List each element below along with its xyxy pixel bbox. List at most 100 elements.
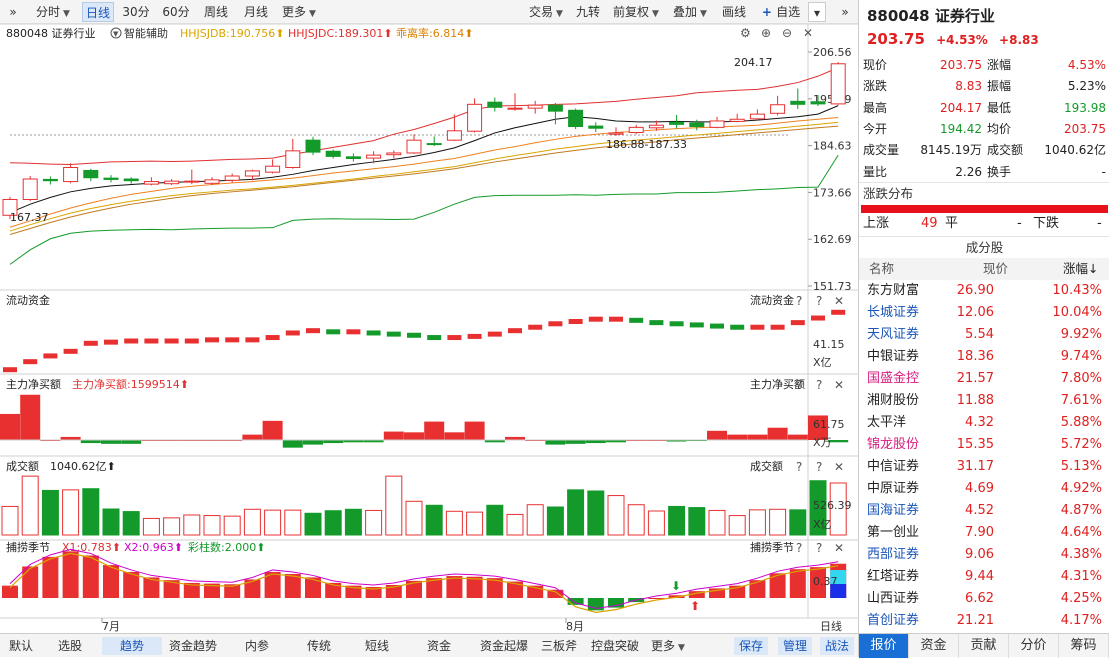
volume-bar: [466, 511, 484, 536]
flow-bar: [528, 324, 543, 330]
candle: [63, 166, 79, 183]
help-icon: ?: [816, 294, 822, 308]
period-tab-4[interactable]: 周线: [198, 2, 234, 22]
component-row[interactable]: 锦龙股份 15.35 5.72%: [859, 434, 1109, 456]
season-x2: X2:0.963⬆: [124, 541, 183, 554]
quote-row: 成交量 8145.19万 成交额 1040.62亿: [859, 140, 1109, 161]
indicator-tab-11[interactable]: 更多 ▼: [651, 639, 685, 653]
flow-bar: [184, 338, 199, 344]
component-row[interactable]: 首创证券 21.21 4.17%: [859, 610, 1109, 632]
stock-price: 26.90: [956, 283, 994, 298]
period-tab-0[interactable]: 分时 ▼: [28, 2, 78, 22]
component-row[interactable]: 红塔证券 9.44 4.31%: [859, 566, 1109, 588]
close-icon: ✕: [834, 378, 844, 392]
indicator-tab-9[interactable]: 三板斧: [540, 639, 577, 653]
toolbar-btn-4[interactable]: 画线: [716, 2, 752, 22]
stock-name: 中信证券: [867, 459, 920, 474]
stock-pct: 4.92%: [1060, 481, 1102, 496]
component-row[interactable]: 国海证券 4.52 4.87%: [859, 500, 1109, 522]
indicator-tab-7[interactable]: 资金: [426, 639, 451, 653]
season-bar: [183, 582, 200, 598]
mainflow-bar: [464, 421, 485, 440]
component-row[interactable]: 湘财股份 11.88 7.61%: [859, 390, 1109, 412]
expand-icon[interactable]: »: [9, 5, 17, 19]
right-tab-0[interactable]: 报价: [859, 634, 909, 658]
col-price[interactable]: 现价: [983, 261, 1009, 276]
flow-bar: [629, 317, 644, 323]
indicator-tab-10[interactable]: 控盘突破: [590, 639, 639, 653]
collapse-icon[interactable]: »: [841, 5, 849, 19]
legend-name: 880048 证券行业: [6, 26, 96, 40]
flow-bar: [467, 333, 482, 339]
stock-pct: 5.13%: [1060, 459, 1102, 474]
mainflow-bar: [606, 440, 626, 443]
candle: [628, 126, 644, 133]
mainflow-bar: [0, 413, 20, 440]
component-row[interactable]: 长城证券 12.06 10.04%: [859, 302, 1109, 324]
period-tab-5[interactable]: 月线: [238, 2, 274, 22]
component-row[interactable]: 天风证券 5.54 9.92%: [859, 324, 1109, 346]
toolbar-btn-5[interactable]: + 自选: [756, 2, 806, 22]
stock-pct: 4.64%: [1060, 525, 1102, 540]
flow-val: 41.15: [813, 338, 845, 351]
indicator-tab-2[interactable]: 趋势: [102, 637, 162, 655]
component-row[interactable]: 西部证券 9.06 4.38%: [859, 544, 1109, 566]
mainflow-bar: [707, 430, 727, 440]
legend-ma3: 乖离率:6.814⬆: [396, 26, 473, 40]
quote-value: 204.17: [940, 100, 982, 115]
component-row[interactable]: 国盛金控 21.57 7.80%: [859, 368, 1109, 390]
period-tab-3[interactable]: 60分: [158, 2, 194, 22]
season-title: 捕捞季节: [6, 540, 50, 554]
flow-bar: [710, 323, 724, 329]
component-row[interactable]: 第一创业 7.90 4.64%: [859, 522, 1109, 544]
toolbar-btn-3[interactable]: 叠加 ▼: [666, 2, 714, 22]
stock-name: 中银证券: [867, 349, 920, 364]
indicator-tab-5[interactable]: 传统: [306, 639, 331, 653]
volume-bar: [163, 517, 181, 536]
component-row[interactable]: 山西证券 6.62 4.25%: [859, 588, 1109, 610]
chevron-down-icon[interactable]: ▾: [808, 2, 826, 22]
indicator-tab-3[interactable]: 资金趋势: [168, 639, 217, 653]
period-tab-6[interactable]: 更多 ▼: [278, 2, 320, 22]
action-2[interactable]: 战法: [820, 637, 854, 655]
col-pct[interactable]: 涨幅↓: [1063, 261, 1099, 276]
flow-bar: [427, 335, 442, 341]
action-1[interactable]: 管理: [778, 637, 812, 655]
toolbar-btn-2[interactable]: 前复权 ▼: [608, 2, 664, 22]
mainflow-bar: [363, 440, 384, 443]
chart-toolbar: » 分时 ▼ 日线 30分 60分 周线 月线 更多 ▼ 交易 ▼ 九转 前复权 ▼ 叠加 ▼ 画线 + 自选 …: [0, 0, 858, 24]
component-row[interactable]: 中原证券 4.69 4.92%: [859, 478, 1109, 500]
action-0[interactable]: 保存: [734, 637, 768, 655]
flow-bar: [326, 329, 341, 335]
stock-pct: 4.87%: [1060, 503, 1102, 518]
toolbar-btn-0[interactable]: 交易 ▼: [524, 2, 568, 22]
y-tick-label: 173.66: [813, 186, 852, 199]
candle: [204, 179, 220, 184]
indicator-tab-6[interactable]: 短线: [364, 639, 389, 653]
indicator-tab-4[interactable]: 内参: [244, 639, 269, 653]
component-row[interactable]: 太平洋 4.32 5.88%: [859, 412, 1109, 434]
dist-bar: [861, 205, 1108, 213]
indicator-tab-0[interactable]: 默认: [8, 639, 33, 653]
col-name[interactable]: 名称: [869, 261, 895, 276]
toolbar-btn-1[interactable]: 九转: [570, 2, 606, 22]
indicator-tab-1[interactable]: 选股: [57, 639, 82, 653]
component-row[interactable]: 中信证券 31.17 5.13%: [859, 456, 1109, 478]
indicator-tab-8[interactable]: 资金起爆: [479, 639, 528, 653]
mainflow-bar: [383, 431, 404, 440]
season-bar: [264, 571, 281, 598]
component-row[interactable]: 东方财富 26.90 10.43%: [859, 280, 1109, 302]
candle: [386, 152, 402, 156]
period-tab-1[interactable]: 日线: [82, 2, 114, 22]
right-tab-4[interactable]: 筹码: [1059, 634, 1109, 658]
candle: [608, 132, 624, 135]
right-tab-3[interactable]: 分价: [1009, 634, 1059, 658]
quote-value: 193.98: [1064, 100, 1106, 115]
season-color-bar: [830, 584, 847, 598]
right-tab-2[interactable]: 贡献: [959, 634, 1009, 658]
period-tab-2[interactable]: 30分: [118, 2, 154, 22]
candle: [123, 178, 139, 182]
component-row[interactable]: 中银证券 18.36 9.74%: [859, 346, 1109, 368]
kline-chart[interactable]: 206.56195.59184.63173.66162.69151.738800…: [0, 24, 858, 633]
right-tab-1[interactable]: 资金: [909, 634, 959, 658]
